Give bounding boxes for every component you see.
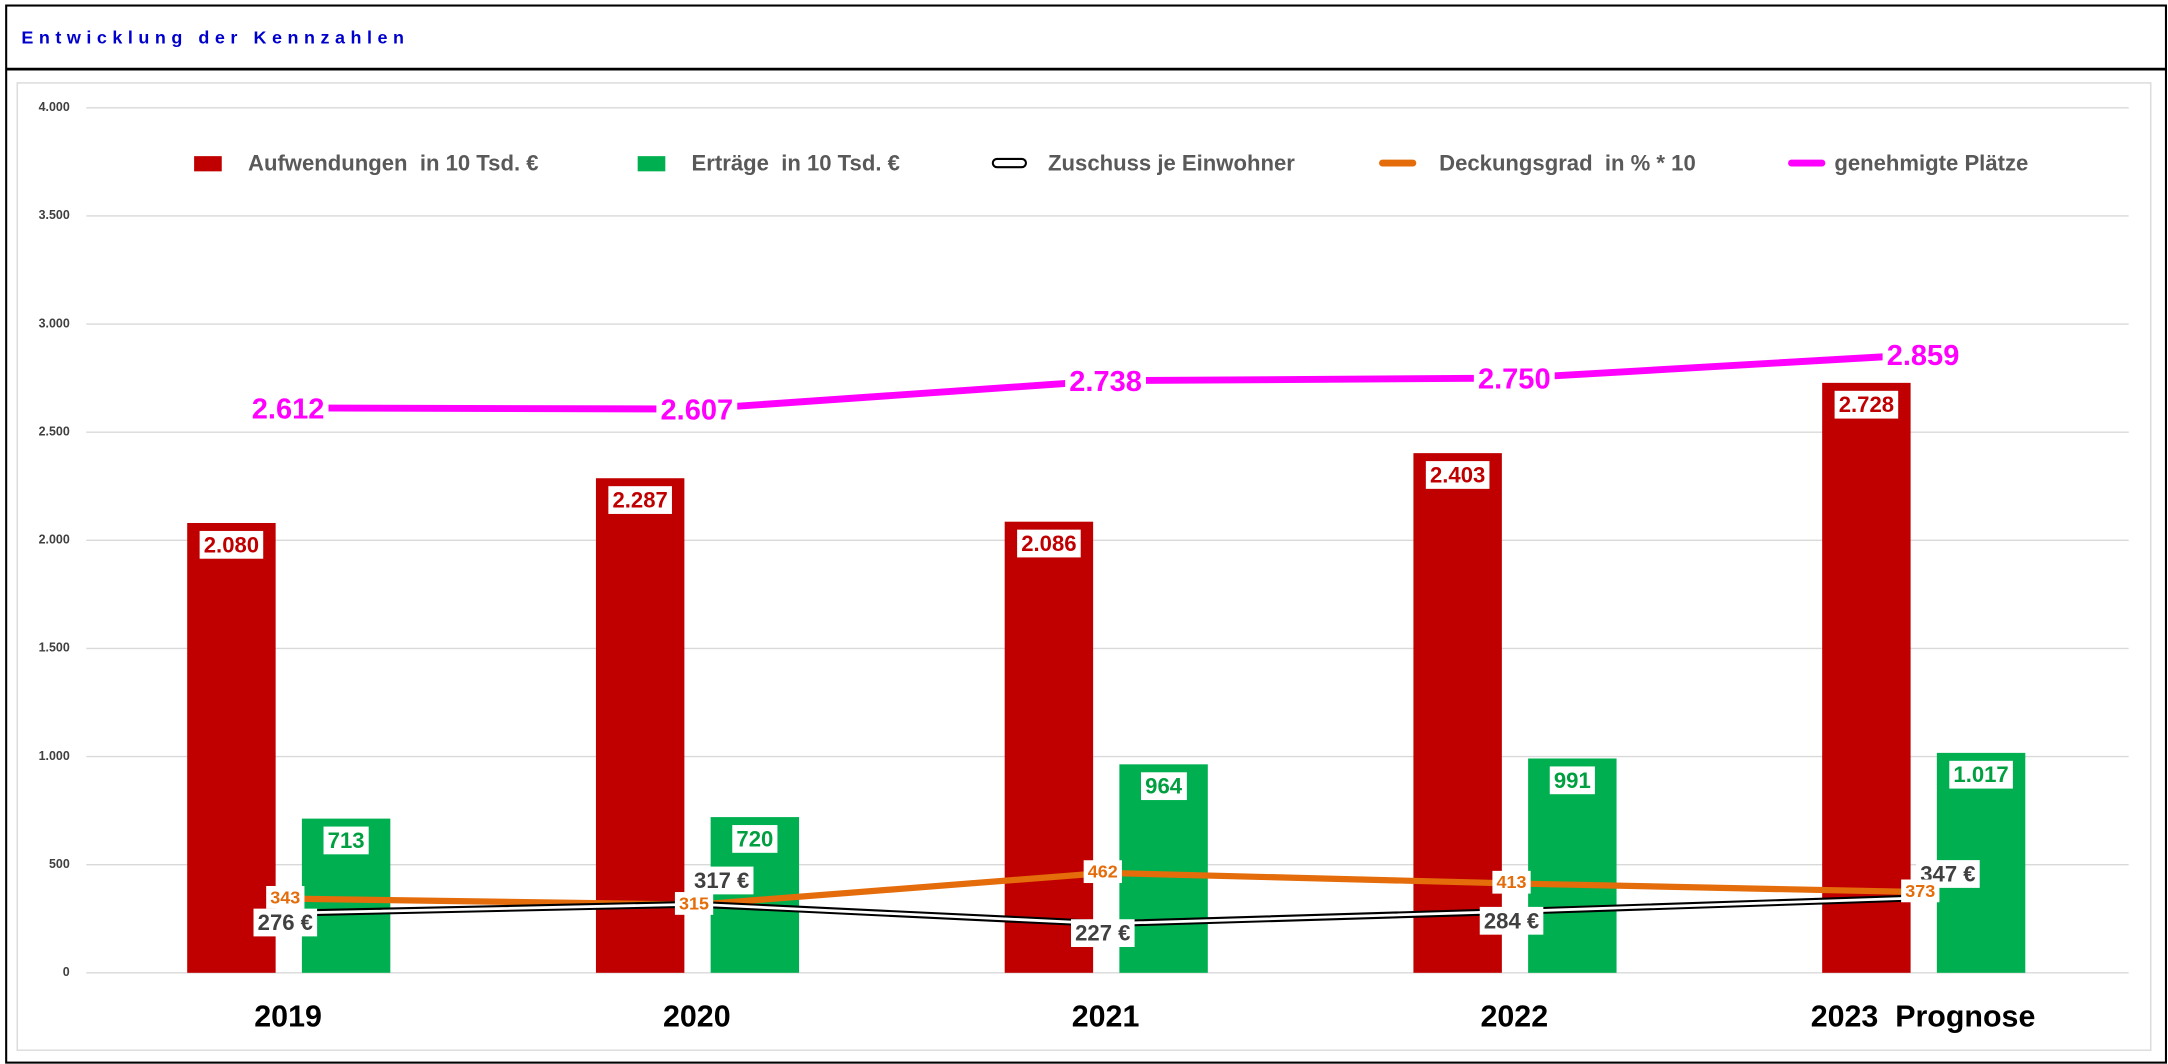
data-label: 2.080 — [204, 532, 259, 557]
data-label-box — [199, 530, 264, 559]
data-label: 227 € — [1075, 921, 1130, 946]
data-label-box — [689, 866, 754, 895]
data-label-box — [1834, 390, 1899, 419]
data-label: 2.607 — [661, 394, 734, 426]
data-label: 2.403 — [1430, 462, 1485, 487]
page-title: Entwicklung der Kennzahlen — [21, 27, 409, 47]
y-tick-label: 2.500 — [39, 424, 70, 438]
x-tick-label: 2019 — [254, 999, 322, 1033]
data-label-box — [1882, 338, 1964, 374]
data-label: 2.728 — [1839, 392, 1894, 417]
data-label-box — [253, 908, 318, 937]
data-label: 2.086 — [1021, 531, 1076, 556]
data-label: 964 — [1145, 774, 1183, 799]
y-tick-label: 2.000 — [39, 533, 70, 547]
data-label-box — [674, 892, 714, 915]
legend-label: Aufwendungen in 10 Tsd. € — [248, 150, 539, 175]
data-label-box — [1070, 919, 1135, 947]
x-tick-label: 2020 — [663, 999, 731, 1033]
data-label-box — [1141, 772, 1187, 801]
data-label: 2.287 — [613, 488, 668, 513]
data-label-box — [1549, 766, 1595, 795]
data-label-box — [1473, 362, 1555, 397]
bar — [595, 478, 685, 973]
bar — [1413, 453, 1502, 973]
data-label-box — [1425, 461, 1490, 489]
data-label: 991 — [1554, 768, 1591, 793]
data-label-box — [1065, 364, 1146, 400]
data-label: 315 — [679, 893, 709, 913]
bar — [1528, 758, 1617, 973]
y-tick-label: 1.000 — [39, 749, 70, 763]
x-tick-label: 2021 — [1072, 999, 1140, 1033]
data-label-box — [732, 825, 778, 853]
data-label: 276 € — [258, 910, 313, 935]
legend-label: Deckungsgrad in % * 10 — [1439, 150, 1696, 175]
data-label-box — [323, 826, 369, 855]
data-label-box — [1479, 906, 1544, 935]
legend-swatch — [991, 157, 1027, 169]
data-label: 713 — [328, 828, 365, 853]
y-tick-label: 1.500 — [39, 641, 70, 655]
x-tick-label: 2022 — [1480, 999, 1548, 1033]
y-tick-label: 3.500 — [39, 208, 70, 222]
data-label: 284 € — [1484, 908, 1539, 933]
data-label-box — [1901, 879, 1940, 903]
legend-label: genehmigte Plätze — [1834, 150, 2028, 175]
data-label: 720 — [736, 826, 773, 851]
legend-label: Erträge in 10 Tsd. € — [692, 150, 900, 175]
y-tick-label: 0 — [63, 965, 70, 979]
legend-label: Zuschuss je Einwohner — [1048, 150, 1295, 175]
x-tick-label: 2023 Prognose — [1811, 999, 2036, 1033]
data-label: 2.859 — [1887, 340, 1960, 372]
data-label: 343 — [270, 887, 300, 907]
data-label: 2.612 — [252, 393, 325, 425]
legend-swatch — [194, 156, 222, 172]
y-tick-label: 500 — [49, 857, 70, 871]
legend-swatch — [637, 156, 666, 172]
data-label: 413 — [1497, 872, 1527, 892]
bar — [1004, 521, 1094, 973]
data-label-box — [656, 393, 738, 428]
y-tick-label: 4.000 — [39, 100, 70, 114]
data-label-box — [266, 885, 305, 909]
data-label-box — [1083, 860, 1122, 884]
data-label-box — [1017, 529, 1081, 558]
y-tick-label: 3.000 — [39, 316, 70, 330]
data-label: 317 € — [694, 868, 749, 893]
data-label-box — [1492, 870, 1531, 894]
data-label: 2.750 — [1478, 364, 1551, 396]
data-label: 2.738 — [1069, 366, 1142, 398]
bar — [187, 522, 276, 973]
data-label: 462 — [1088, 862, 1118, 882]
data-label-box — [1949, 760, 2013, 789]
data-label-box — [608, 486, 672, 514]
data-label: 373 — [1905, 881, 1935, 901]
data-label-box — [247, 391, 329, 427]
data-label: 1.017 — [1953, 762, 2008, 787]
bar — [1822, 382, 1911, 973]
